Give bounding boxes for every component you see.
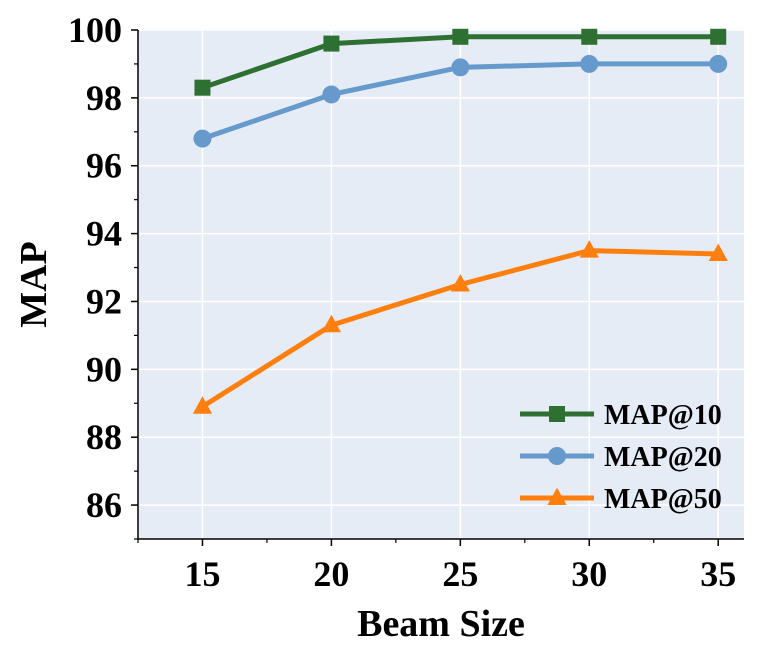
x-tick-label: 25 — [442, 554, 478, 594]
x-tick-label: 35 — [700, 554, 736, 594]
legend-item: MAP@50 — [520, 484, 722, 515]
x-tick-label: 30 — [571, 554, 607, 594]
series-map-10 — [194, 28, 727, 96]
legend-label: MAP@50 — [604, 484, 722, 515]
data-point — [193, 129, 212, 148]
legend-marker — [549, 406, 565, 422]
y-axis-label: MAP — [13, 241, 55, 328]
legend-item: MAP@10 — [520, 400, 722, 431]
y-tick-label: 88 — [86, 417, 122, 457]
data-point — [581, 28, 598, 45]
legend-item: MAP@20 — [520, 442, 722, 473]
series-map-50 — [192, 240, 728, 414]
data-point — [451, 58, 470, 77]
legend: MAP@10 MAP@20 MAP@50 — [520, 400, 722, 515]
series-map-20 — [193, 54, 728, 148]
data-point — [321, 314, 342, 333]
series-group — [192, 28, 728, 414]
y-tick-label: 98 — [86, 78, 122, 118]
y-axis-ticks: 86 88 90 92 94 96 98 100 — [68, 10, 138, 540]
legend-marker — [547, 487, 567, 506]
axes — [137, 30, 744, 540]
data-point — [323, 35, 340, 52]
y-tick-label: 94 — [86, 214, 122, 254]
y-tick-label: 96 — [86, 146, 122, 186]
y-tick-label: 86 — [86, 485, 122, 525]
y-tick-label: 100 — [68, 10, 122, 50]
data-point — [710, 28, 727, 45]
x-tick-label: 20 — [313, 554, 349, 594]
data-point — [708, 243, 728, 262]
data-point — [709, 54, 728, 73]
data-point — [194, 79, 211, 96]
x-tick-label: 15 — [184, 554, 220, 594]
legend-marker — [548, 447, 566, 465]
data-point — [580, 54, 599, 73]
plot-area — [138, 30, 744, 539]
data-point — [450, 274, 470, 292]
legend-label: MAP@10 — [604, 400, 722, 431]
y-tick-label: 92 — [86, 281, 122, 321]
x-axis-ticks: 15 20 25 30 35 — [137, 539, 736, 594]
x-axis-label: Beam Size — [357, 603, 525, 645]
data-point — [322, 85, 341, 104]
data-point — [452, 28, 469, 45]
data-point — [192, 396, 213, 414]
y-tick-label: 90 — [86, 349, 122, 389]
data-point — [579, 240, 599, 258]
legend-label: MAP@20 — [604, 442, 722, 473]
